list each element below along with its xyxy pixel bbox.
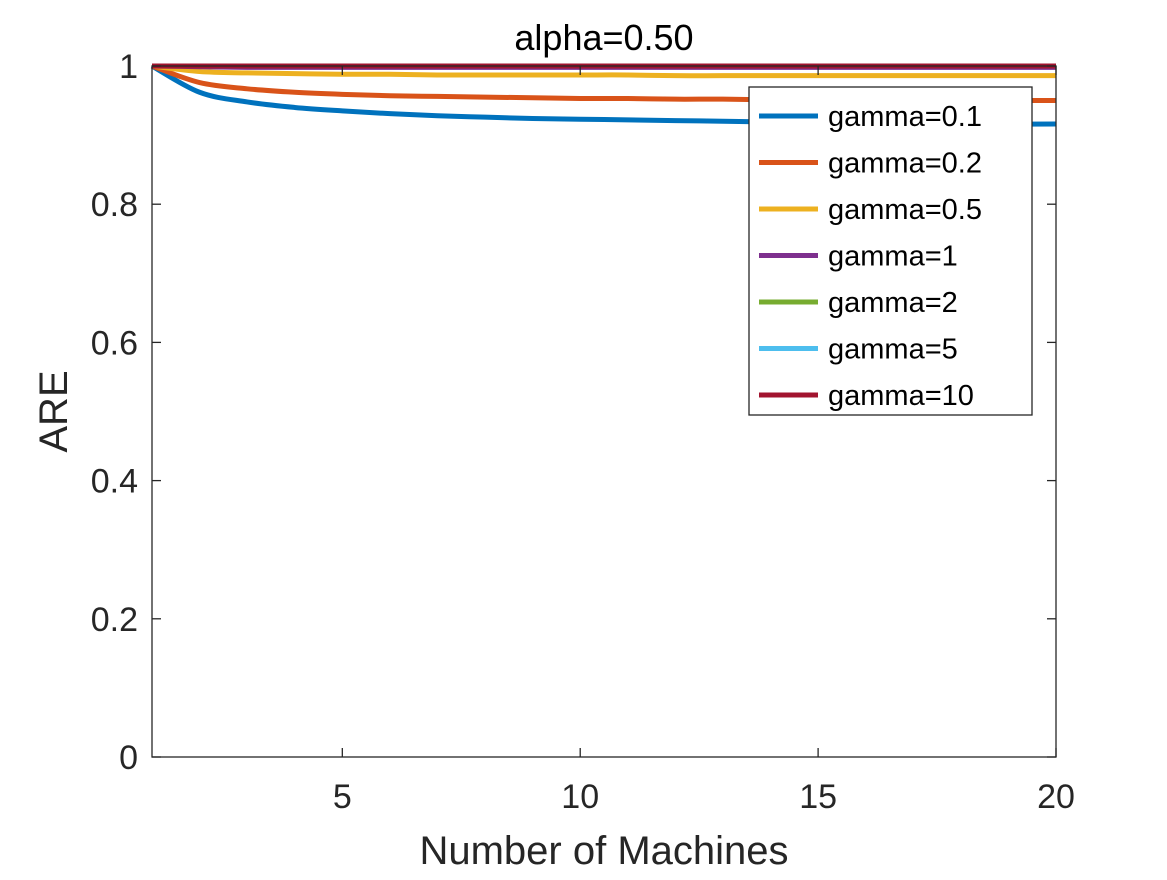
legend: gamma=0.1 gamma=0.2 gamma=0.5 gamma=1 gamma=… — [748, 86, 1033, 416]
y-tick-label: 0.4 — [91, 463, 138, 501]
legend-label: gamma=0.1 — [828, 101, 982, 133]
legend-box — [748, 86, 1033, 416]
x-tick-label: 5 — [333, 778, 352, 816]
x-tick-label: 20 — [1037, 778, 1075, 816]
x-tick-label: 10 — [561, 778, 599, 816]
y-tick-label: 1 — [119, 48, 138, 86]
chart-title: alpha=0.50 — [514, 17, 693, 58]
y-tick-label: 0.8 — [91, 186, 138, 224]
axes-box — [151, 65, 1057, 758]
x-tick-label: 15 — [799, 778, 837, 816]
legend-label: gamma=0.5 — [828, 194, 982, 226]
legend-label: gamma=1 — [828, 241, 958, 273]
x-axis-label: Number of Machines — [419, 829, 788, 873]
series-line-gamma-0-5 — [151, 63, 1056, 79]
legend-label: gamma=5 — [828, 334, 958, 366]
legend-label: gamma=0.2 — [828, 148, 982, 180]
y-tick-label: 0.2 — [91, 601, 138, 639]
legend-label: gamma=10 — [828, 380, 974, 412]
legend-label: gamma=2 — [828, 287, 958, 319]
y-axis-label: ARE — [32, 370, 76, 452]
y-tick-label: 0 — [119, 739, 138, 777]
y-tick-label: 0.6 — [91, 324, 138, 362]
tick-layer: 5 10 15 20 0 0.2 0.4 0.6 0.8 1 — [91, 48, 1075, 816]
